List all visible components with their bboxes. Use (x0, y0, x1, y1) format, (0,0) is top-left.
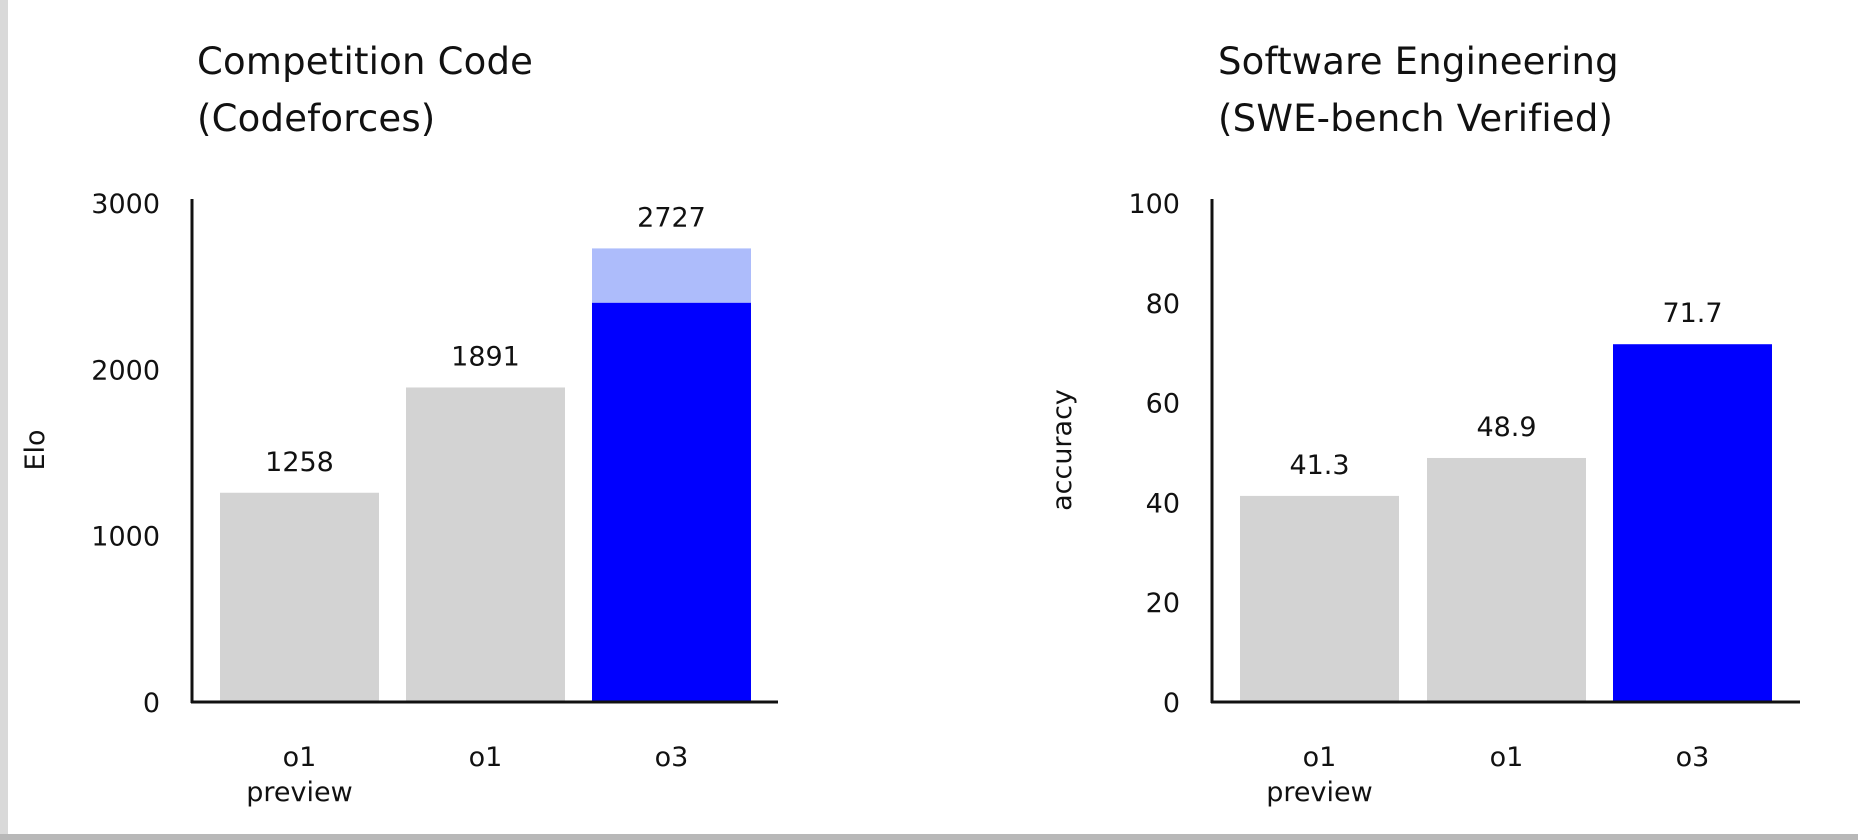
bar-value-label: 71.7 (1662, 298, 1722, 329)
y-tick-label: 2000 (91, 355, 160, 386)
left-edge-strip (0, 0, 8, 840)
y-tick-label: 100 (1128, 189, 1180, 220)
category-label: o1 (469, 742, 503, 773)
category-label: preview (246, 777, 352, 808)
chart-title-line-1: Software Engineering (1218, 40, 1619, 83)
chart-title-codeforces: Competition Code (Codeforces) (197, 33, 533, 147)
category-label: o3 (1676, 742, 1710, 773)
bar-value-label: 1891 (451, 341, 520, 372)
bar-value-label: 41.3 (1289, 450, 1349, 481)
y-axis-label: Elo (20, 429, 51, 470)
y-tick-label: 1000 (91, 522, 160, 553)
category-label: o1 (1303, 742, 1337, 773)
category-label: o1 (283, 742, 317, 773)
category-label: o3 (655, 742, 689, 773)
bar-segment-light (592, 248, 751, 303)
y-tick-label: 20 (1146, 588, 1180, 619)
y-tick-label: 0 (1163, 688, 1180, 719)
y-tick-label: 80 (1146, 289, 1180, 320)
chart-title-line-2: (Codeforces) (197, 97, 436, 140)
chart-title-line-2: (SWE-bench Verified) (1218, 97, 1614, 140)
category-label: preview (1266, 777, 1372, 808)
bar-value-label: 2727 (637, 202, 706, 233)
y-tick-label: 3000 (91, 189, 160, 220)
bar (1240, 495, 1399, 702)
bar (1427, 457, 1586, 702)
chart-title-line-1: Competition Code (197, 40, 534, 83)
chart-title-swe-bench: Software Engineering (SWE-bench Verified… (1218, 33, 1619, 147)
bar-segment-base (592, 302, 751, 702)
bottom-edge-strip (0, 834, 1858, 840)
bar-value-label: 48.9 (1476, 412, 1536, 443)
y-axis-label: accuracy (1047, 389, 1078, 511)
bar (406, 387, 565, 702)
y-tick-label: 60 (1146, 389, 1180, 420)
bar (220, 492, 379, 702)
category-label: o1 (1490, 742, 1524, 773)
bar-value-label: 1258 (265, 447, 334, 478)
y-tick-label: 40 (1146, 488, 1180, 519)
bar (1613, 344, 1772, 702)
y-tick-label: 0 (143, 688, 160, 719)
